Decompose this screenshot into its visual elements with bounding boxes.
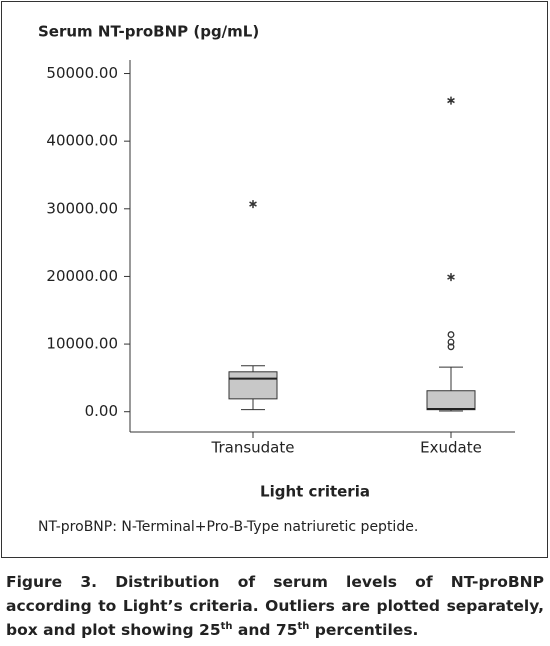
y-tick-label: 20000.00	[46, 267, 118, 285]
caption-text: Figure 3. Distribution of serum levels o…	[6, 573, 544, 639]
x-tick-label: Exudate	[420, 439, 482, 457]
y-tick-label: 10000.00	[46, 335, 118, 353]
extreme-outlier	[447, 273, 455, 282]
extreme-outlier	[447, 96, 455, 105]
chart: Serum NT-proBNP (pg/mL) Light criteria N…	[38, 23, 515, 535]
chart-frame	[1, 1, 548, 558]
caption-sup: th	[220, 620, 233, 632]
y-tick-label: 50000.00	[46, 64, 118, 82]
y-tick-label: 30000.00	[46, 199, 118, 217]
x-tick-label: Transudate	[211, 439, 295, 457]
outlier	[447, 331, 455, 339]
caption-text: and 75	[232, 621, 298, 639]
y-tick-label: 0.00	[85, 402, 118, 420]
caption-text: percentiles.	[309, 621, 419, 639]
y-tick-label: 40000.00	[46, 132, 118, 150]
outlier	[447, 338, 455, 346]
extreme-outlier	[249, 200, 257, 209]
footnote: NT-proBNP: N-Terminal+Pro-B-Type natriur…	[38, 519, 418, 535]
outlier	[447, 343, 455, 351]
caption-sup: th	[297, 620, 310, 632]
chart-title: Serum NT-proBNP (pg/mL)	[38, 23, 259, 41]
box	[228, 371, 278, 400]
box	[426, 390, 476, 411]
x-axis-label: Light criteria	[260, 483, 370, 501]
caption: Figure 3. Distribution of serum levels o…	[6, 570, 544, 642]
